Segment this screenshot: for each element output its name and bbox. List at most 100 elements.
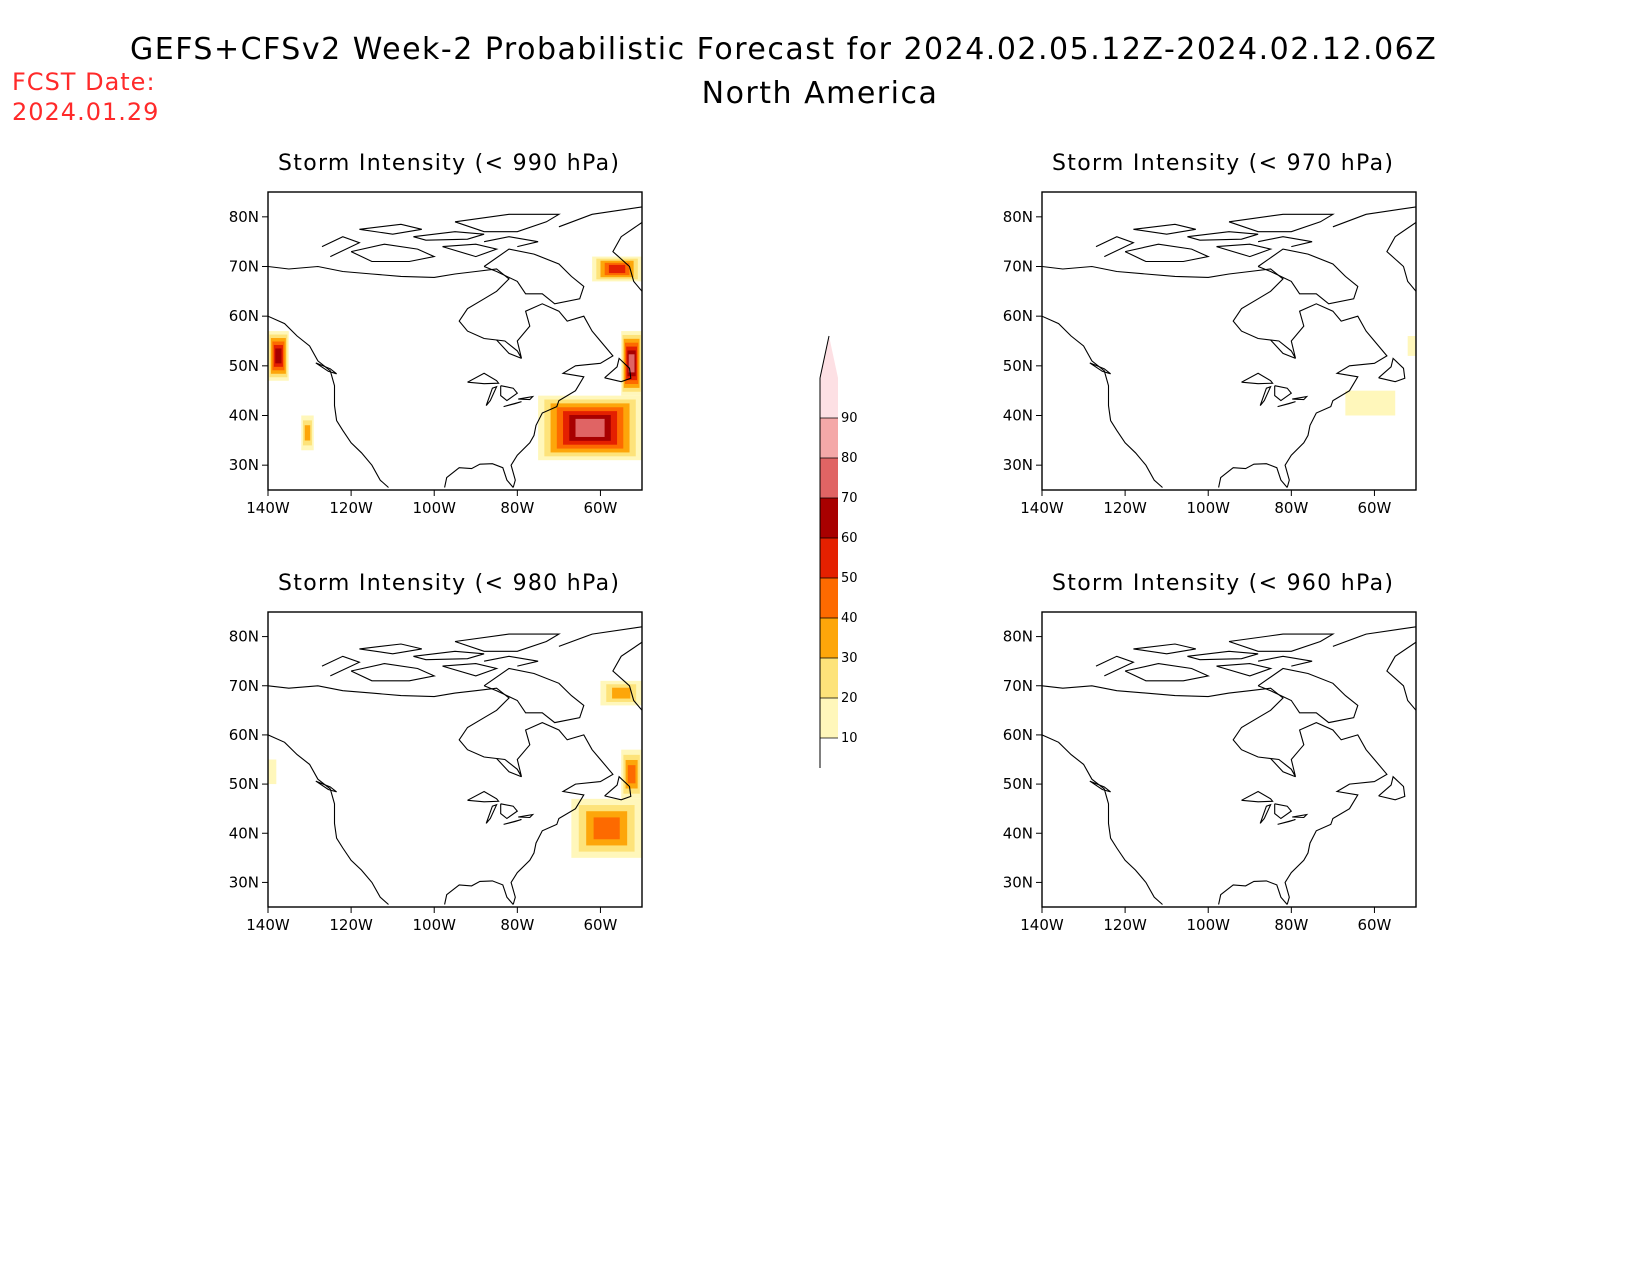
coastline: [1218, 463, 1288, 488]
coastline: [1133, 223, 1196, 235]
coastline: [483, 667, 585, 724]
coastline: [268, 685, 614, 905]
coastline: [268, 265, 614, 488]
lon-tick-label: 80W: [1274, 499, 1308, 517]
coastline: [350, 663, 437, 682]
coastline: [454, 633, 561, 652]
lon-tick-label: 80W: [500, 916, 534, 934]
prob-region-block: [268, 759, 277, 785]
colorbar-segment: [820, 378, 838, 418]
lat-tick-label: 30N: [229, 456, 259, 474]
coastline: [1241, 790, 1274, 803]
lat-tick-label: 50N: [229, 775, 259, 793]
colorbar-label: 60: [841, 531, 858, 546]
coastline: [359, 643, 422, 655]
coastline: [321, 236, 361, 258]
coastline: [1216, 663, 1273, 677]
panel-title-960: Storm Intensity (< 960 hPa): [1052, 571, 1395, 596]
lat-tick-label: 80N: [229, 628, 259, 646]
colorbar-segment: [820, 658, 838, 698]
coastline: [1241, 372, 1274, 385]
panel-title-980: Storm Intensity (< 980 hPa): [278, 571, 621, 596]
coastline: [1133, 643, 1196, 655]
coastline: [1332, 626, 1416, 711]
coastline: [413, 650, 485, 661]
lat-tick-label: 60N: [1003, 307, 1033, 325]
coastline: [444, 463, 514, 488]
prob-region-block: [628, 354, 635, 373]
colorbar-segment: [820, 578, 838, 618]
prob-region-block: [1345, 390, 1396, 416]
coastline: [483, 248, 585, 305]
coastline: [413, 231, 485, 241]
coastline: [1257, 655, 1313, 667]
colorbar-label: 70: [841, 491, 858, 506]
coastlines: [268, 206, 642, 488]
lat-tick-label: 30N: [229, 873, 259, 891]
coastline: [1218, 880, 1288, 905]
lat-tick-label: 60N: [229, 726, 259, 744]
coastline: [1277, 401, 1296, 408]
map-panel-970: 80N 70N 60N 50N 40N 30N 140W 120W 100W 80W 60W: [1003, 191, 1417, 517]
map-panel-960: 80N 70N 60N 50N 40N 30N 140W 120W 100W 80W 60W: [1003, 611, 1417, 934]
coastline: [1124, 243, 1210, 263]
probability-shading: [268, 256, 642, 461]
coastline: [483, 236, 539, 248]
coastline: [442, 243, 499, 258]
coastline: [1095, 655, 1135, 677]
coastline: [1042, 265, 1388, 488]
coastlines: [268, 626, 642, 905]
lat-tick-label: 70N: [1003, 258, 1033, 276]
coastline: [558, 626, 642, 711]
lon-tick-label: 100W: [1186, 499, 1230, 517]
lon-tick-label: 120W: [1103, 916, 1147, 934]
coastline: [1095, 236, 1135, 258]
coastline: [485, 385, 498, 406]
lat-tick-label: 50N: [229, 357, 259, 375]
map-panel-980: 80N 70N 60N 50N 40N 30N 140W 120W 100W 80W 60W: [229, 611, 643, 934]
coastline: [268, 315, 389, 488]
prob-region-block: [575, 418, 605, 437]
lat-tick-label: 40N: [229, 824, 259, 842]
main-title: GEFS+CFSv2 Week-2 Probabilistic Forecast…: [130, 32, 1438, 67]
colorbar-label: 20: [841, 691, 858, 706]
lon-tick-label: 140W: [246, 916, 290, 934]
prob-region-block: [627, 765, 636, 784]
lon-tick-label: 60W: [1357, 499, 1391, 517]
coastline: [1228, 633, 1335, 652]
coastline: [483, 655, 539, 667]
colorbar-label: 10: [841, 731, 858, 746]
coastline: [1187, 231, 1259, 241]
probability-colorbar: 10 20 30 40 50 60 70 80 90: [819, 335, 858, 768]
coastline: [1378, 357, 1406, 383]
fcst-date-label: FCST Date:: [12, 68, 156, 96]
fcst-date-value: 2024.01.29: [12, 98, 160, 126]
coastline: [467, 790, 500, 803]
coastline: [503, 401, 522, 408]
colorbar-segment: [820, 618, 838, 658]
lat-tick-label: 80N: [1003, 208, 1033, 226]
colorbar-label: 90: [841, 411, 858, 426]
coastline: [1042, 315, 1163, 488]
coastline: [1089, 780, 1111, 793]
lon-tick-label: 100W: [412, 499, 456, 517]
coastline: [444, 880, 514, 905]
region-subtitle: North America: [701, 76, 939, 111]
lat-tick-label: 80N: [1003, 628, 1033, 646]
coastline: [1292, 395, 1309, 401]
lat-tick-label: 80N: [229, 208, 259, 226]
coastline: [315, 780, 337, 793]
lon-tick-label: 100W: [1186, 916, 1230, 934]
colorbar-segment: [820, 538, 838, 578]
lon-tick-label: 120W: [329, 499, 373, 517]
coastline: [496, 339, 522, 359]
coastline: [1277, 818, 1296, 825]
coastline: [518, 813, 535, 819]
coastline: [500, 385, 519, 402]
panel-title-990: Storm Intensity (< 990 hPa): [278, 151, 621, 176]
coastline: [604, 775, 632, 801]
lat-tick-label: 30N: [1003, 456, 1033, 474]
lon-tick-label: 140W: [1020, 499, 1064, 517]
colorbar-segment: [820, 458, 838, 498]
lon-tick-label: 140W: [246, 499, 290, 517]
